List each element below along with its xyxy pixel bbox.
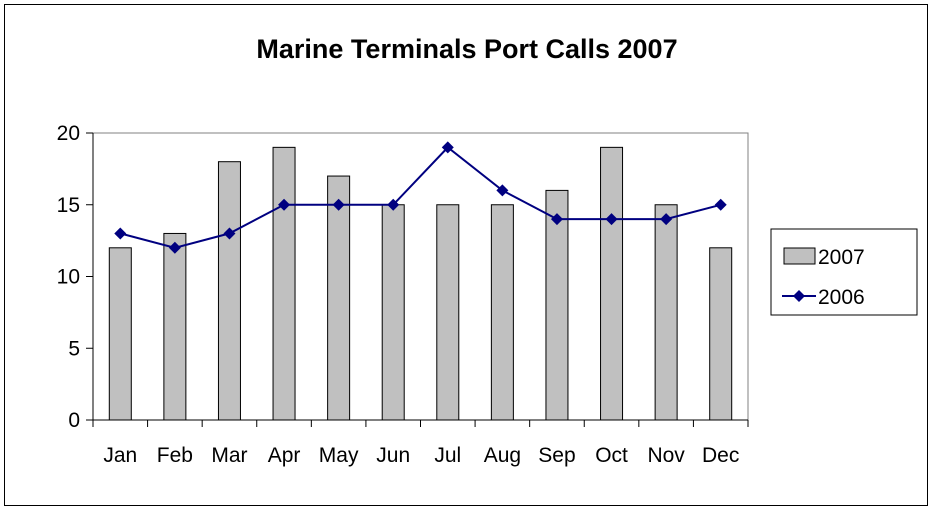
y-tick-label: 10 (57, 266, 80, 289)
y-tick-label: 20 (57, 122, 80, 145)
y-tick-label: 0 (68, 409, 80, 432)
x-tick-label: Jan (103, 444, 137, 467)
point-2006-dec (714, 198, 727, 211)
point-2006-nov (660, 213, 673, 226)
x-tick-label: Nov (647, 444, 685, 467)
y-tick-label: 15 (57, 194, 80, 217)
x-tick-label: Dec (702, 444, 739, 467)
x-tick-label: Oct (595, 444, 628, 467)
x-tick-label: Feb (157, 444, 193, 467)
point-2006-apr (278, 198, 291, 211)
point-2006-jan (114, 227, 127, 240)
bar-nov (654, 204, 678, 421)
point-2006-feb (168, 241, 181, 254)
chart-title: Marine Terminals Port Calls 2007 (256, 34, 678, 64)
bar-feb (163, 232, 187, 421)
bar-jun (381, 204, 405, 421)
x-tick-label: Jun (376, 444, 410, 467)
x-tick-label: Apr (268, 444, 301, 467)
bar-apr (272, 146, 296, 421)
plot-border (92, 132, 749, 421)
point-2006-jul (441, 141, 454, 154)
x-tick-label: Aug (484, 444, 521, 467)
point-2006-mar (223, 227, 236, 240)
legend-swatch-2007 (783, 247, 816, 265)
point-2006-jun (387, 198, 400, 211)
legend-marker-2006 (793, 290, 805, 302)
point-2006-oct (605, 213, 618, 226)
legend-label-2006: 2006 (818, 286, 865, 309)
bar-jul (436, 204, 460, 421)
bar-dec (709, 247, 733, 421)
bar-oct (600, 146, 624, 421)
x-tick-label: Mar (211, 444, 247, 467)
y-tick-label: 5 (68, 337, 80, 360)
x-tick-label: Jul (434, 444, 461, 467)
bar-aug (490, 204, 514, 421)
line-series-2006 (120, 146, 721, 249)
legend-box (770, 228, 918, 316)
point-2006-sep (550, 213, 563, 226)
x-tick-label: Sep (538, 444, 575, 467)
bar-mar (217, 161, 241, 421)
point-2006-aug (496, 184, 509, 197)
plot-area: 0 5 10 15 20 Jan Feb Mar Apr May Jun Jul Aug Sep Oct No… (57, 122, 749, 467)
x-tick-label: May (319, 444, 359, 467)
point-2006-may (332, 198, 345, 211)
bar-may (327, 175, 351, 421)
legend: 2007 2006 (770, 228, 918, 316)
bar-jan (108, 247, 132, 421)
legend-label-2007: 2007 (818, 246, 865, 269)
